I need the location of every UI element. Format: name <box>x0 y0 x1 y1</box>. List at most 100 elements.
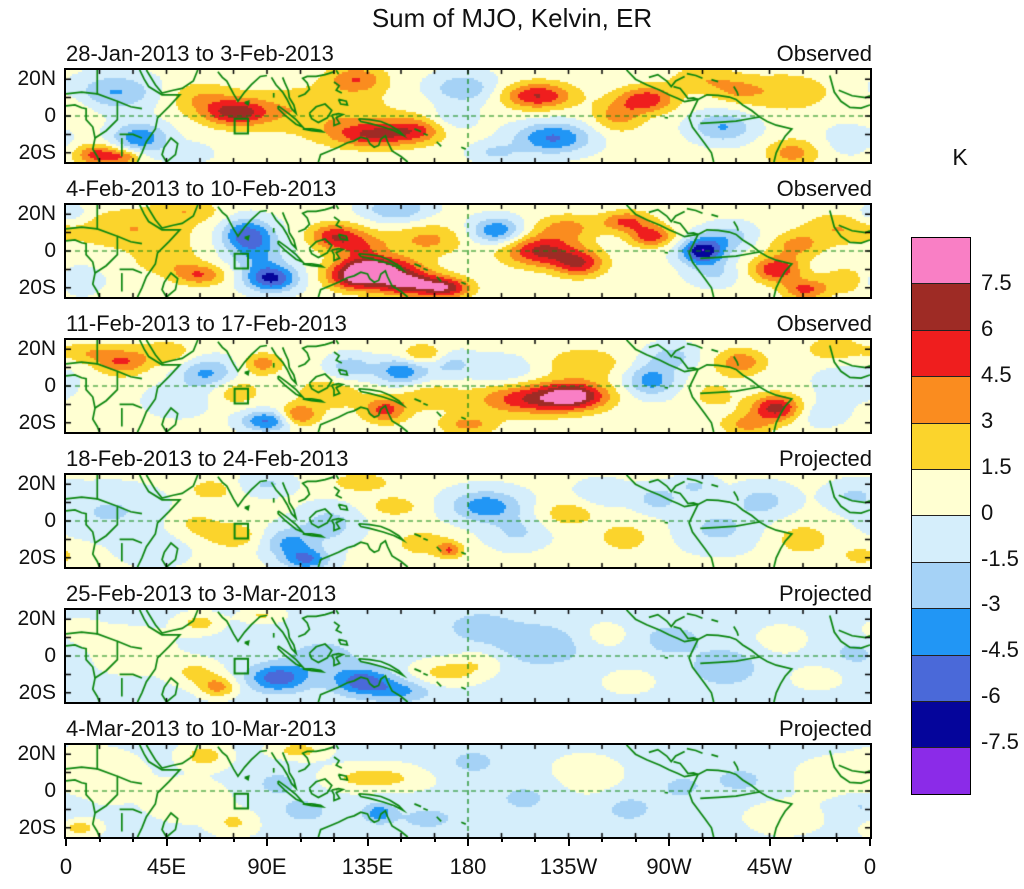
map-canvas <box>64 338 872 434</box>
x-axis-tick-label: 180 <box>449 854 487 879</box>
map-panel-5: 25-Feb-2013 to 3-Mar-2013 Projected 20N … <box>0 580 1024 708</box>
colorbar-tick-label: -4.5 <box>981 637 1019 663</box>
x-axis-tick <box>869 837 871 846</box>
x-axis-tick <box>366 837 369 846</box>
x-axis-tick-label: 0 <box>59 854 73 879</box>
map-canvas <box>64 203 872 299</box>
figure-title: Sum of MJO, Kelvin, ER <box>371 3 653 33</box>
colorbar-segment <box>912 422 970 469</box>
colorbar-segment <box>912 747 970 794</box>
x-axis-tick <box>534 837 536 842</box>
panel-date-range: 4-Feb-2013 to 10-Feb-2013 <box>66 176 337 201</box>
colorbar-tick-label: -6 <box>981 683 1001 709</box>
colorbar-tick-label: 6 <box>981 316 994 342</box>
x-axis-tick-label: 0 <box>863 854 877 879</box>
lat-label-20n: 20N <box>17 472 56 495</box>
colorbar-tick-label: 4.5 <box>981 362 1012 388</box>
panel-date-range: 18-Feb-2013 to 24-Feb-2013 <box>66 446 349 471</box>
lat-label-20n: 20N <box>17 67 56 90</box>
x-axis-tick-label: 90E <box>247 854 287 879</box>
lat-label-20n: 20N <box>17 337 56 360</box>
lat-label-20s: 20S <box>18 546 56 569</box>
colorbar-segment <box>912 238 970 284</box>
x-axis-ticks <box>0 837 1024 851</box>
colorbar-segment <box>912 468 970 516</box>
x-axis-tick <box>299 837 302 842</box>
map-canvas <box>64 68 872 164</box>
lat-label-20s: 20S <box>18 681 56 704</box>
x-axis-tick <box>467 837 469 846</box>
colorbar-tick-label: -3 <box>981 591 1001 617</box>
x-axis-tick <box>567 837 570 846</box>
colorbar-tick-label: 0 <box>981 499 994 525</box>
lat-label-20s: 20S <box>18 411 56 434</box>
colorbar-segment <box>912 654 970 701</box>
panel-status-label: Observed <box>776 41 872 66</box>
colorbar-tick-label: 7.5 <box>981 270 1012 296</box>
x-axis-tick <box>199 837 201 842</box>
map-canvas <box>64 608 872 704</box>
colorbar <box>911 237 971 795</box>
colorbar-units-label: K <box>952 144 968 170</box>
lat-label-20n: 20N <box>17 742 56 765</box>
map-panel-3: 11-Feb-2013 to 17-Feb-2013 Observed 20N … <box>0 310 1024 438</box>
lat-label-0: 0 <box>44 644 56 667</box>
map-panel-4: 18-Feb-2013 to 24-Feb-2013 Projected 20N… <box>0 445 1024 573</box>
x-axis-tick <box>634 837 637 842</box>
x-axis-tick <box>768 837 771 846</box>
lat-label-20s: 20S <box>18 816 56 839</box>
colorbar-tick-label: 3 <box>981 407 994 433</box>
colorbar-tick-label: -1.5 <box>981 545 1019 571</box>
map-canvas <box>64 473 872 569</box>
lat-label-20s: 20S <box>18 141 56 164</box>
panel-status-label: Projected <box>779 446 872 471</box>
map-canvas <box>64 743 872 839</box>
lat-label-0: 0 <box>44 239 56 262</box>
x-axis-tick <box>232 837 235 842</box>
panel-date-range: 25-Feb-2013 to 3-Mar-2013 <box>66 581 337 606</box>
colorbar-segment <box>912 608 970 655</box>
x-axis-tick <box>132 837 134 842</box>
x-axis-tick <box>802 837 804 842</box>
x-axis-tick-label: 90W <box>646 854 692 879</box>
panel-date-range: 4-Mar-2013 to 10-Mar-2013 <box>66 716 337 741</box>
x-axis-tick <box>98 837 101 842</box>
x-axis-labels: 0 45E 90E 135E 180 135W 90W 45W 0 <box>0 854 1024 884</box>
panel-status-label: Observed <box>776 176 872 201</box>
lat-label-20n: 20N <box>17 607 56 630</box>
colorbar-segment <box>912 376 970 423</box>
lat-label-0: 0 <box>44 374 56 397</box>
x-axis-tick <box>400 837 402 842</box>
x-axis-tick-label: 135E <box>341 854 394 879</box>
colorbar-segment <box>912 515 970 562</box>
map-panel-6: 4-Mar-2013 to 10-Mar-2013 Projected 20N … <box>0 715 1024 843</box>
colorbar-segment <box>912 283 970 330</box>
lat-label-20s: 20S <box>18 276 56 299</box>
lat-label-0: 0 <box>44 509 56 532</box>
x-axis-tick-label: 135W <box>539 854 598 879</box>
x-axis-tick <box>165 837 168 846</box>
panel-date-range: 11-Feb-2013 to 17-Feb-2013 <box>66 311 347 336</box>
x-axis-tick-label: 45W <box>746 854 793 879</box>
panel-date-range: 28-Jan-2013 to 3-Feb-2013 <box>66 41 334 66</box>
panel-status-label: Observed <box>776 311 872 336</box>
x-axis-tick <box>668 837 670 846</box>
map-panel-1: 28-Jan-2013 to 3-Feb-2013 Observed 20N 0… <box>0 40 1024 168</box>
x-axis-tick <box>500 837 503 842</box>
lat-label-0: 0 <box>44 104 56 127</box>
x-axis-tick <box>735 837 737 842</box>
colorbar-tick-label: -7.5 <box>981 728 1019 754</box>
colorbar-tick-label: 1.5 <box>981 453 1012 479</box>
x-axis-tick <box>65 837 67 846</box>
lat-label-0: 0 <box>44 779 56 802</box>
lat-label-20n: 20N <box>17 202 56 225</box>
colorbar-segment <box>912 561 970 609</box>
x-axis-tick <box>835 837 838 842</box>
map-panel-2: 4-Feb-2013 to 10-Feb-2013 Observed 20N 0… <box>0 175 1024 303</box>
x-axis-tick <box>701 837 704 842</box>
colorbar-labels: 7.5 6 4.5 3 1.5 0 -1.5 -3 -4.5 -6 -7.5 <box>981 0 1024 889</box>
x-axis-tick <box>266 837 268 846</box>
x-axis-tick-label: 45E <box>146 854 187 879</box>
x-axis-tick <box>433 837 436 842</box>
x-axis-tick <box>601 837 603 842</box>
